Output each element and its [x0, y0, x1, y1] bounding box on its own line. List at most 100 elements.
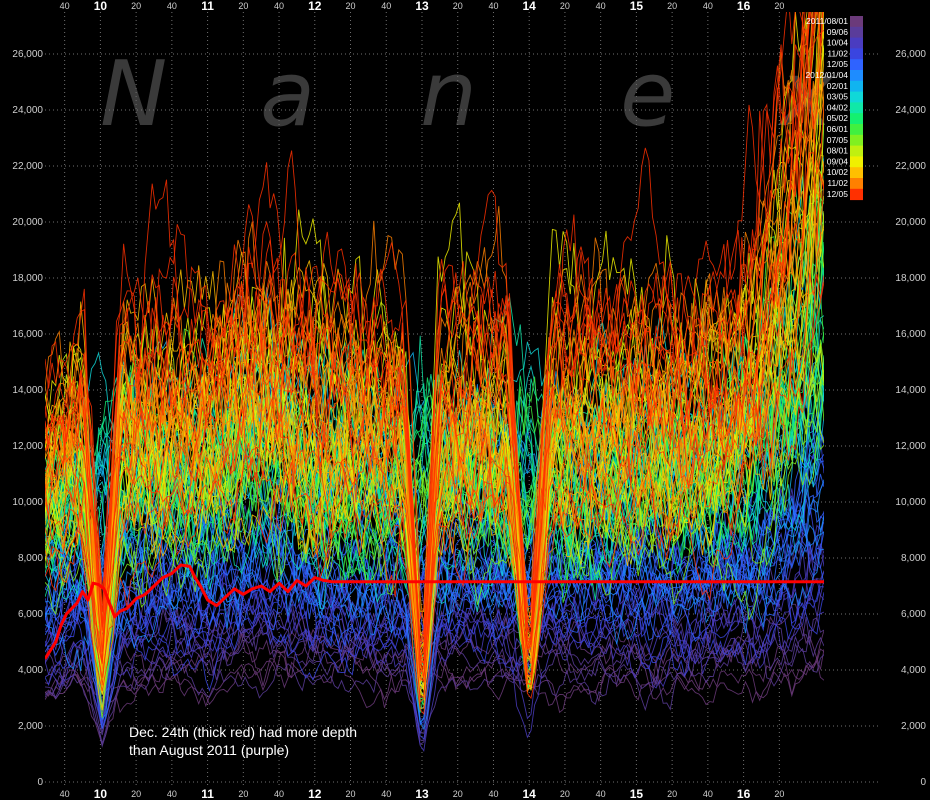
legend-label: 04/02: [827, 102, 849, 112]
x-hour-label-top: 15: [630, 0, 644, 13]
y-tick-label-left: 0: [37, 777, 43, 788]
x-hour-label-top: 16: [737, 0, 751, 13]
legend-label: 11/02: [827, 178, 848, 188]
x-tick-label-top: 20: [774, 1, 784, 11]
series-line: [45, 641, 824, 748]
highlight-layer: [45, 563, 824, 660]
legend-swatch: [850, 48, 863, 60]
series-line: [45, 12, 811, 642]
y-tick-label-right: 24,000: [895, 105, 926, 116]
x-hour-label-bottom: 16: [737, 787, 751, 800]
series-line: [45, 12, 810, 644]
series-line: [45, 630, 824, 747]
y-tick-label-right: 18,000: [895, 273, 926, 284]
series-line: [45, 204, 824, 698]
y-tick-label-left: 20,000: [12, 217, 43, 228]
x-hour-label-bottom: 11: [201, 787, 214, 800]
series-line: [45, 69, 824, 682]
legend-swatch: [850, 70, 863, 82]
y-tick-label-right: 0: [920, 777, 926, 788]
x-hour-label-bottom: 12: [308, 787, 322, 800]
y-tick-label-left: 4,000: [18, 665, 43, 676]
x-hour-label-top: 11: [201, 0, 214, 13]
x-tick-label-bottom: 40: [381, 789, 391, 799]
legend-swatch: [850, 80, 863, 93]
legend-swatch: [850, 145, 863, 157]
legend-swatch: [850, 167, 863, 179]
legend-label: 09/04: [827, 156, 849, 166]
y-tick-label-right: 16,000: [895, 329, 926, 340]
x-tick-label-top: 40: [703, 1, 713, 11]
y-tick-label-right: 26,000: [895, 49, 926, 60]
x-hour-label-bottom: 10: [94, 787, 108, 800]
x-tick-label-bottom: 20: [667, 789, 677, 799]
y-tick-label-left: 12,000: [12, 441, 43, 452]
series-line: [45, 178, 824, 704]
x-tick-label-top: 20: [453, 1, 463, 11]
y-tick-label-left: 2,000: [18, 721, 43, 732]
y-tick-label-right: 2,000: [901, 721, 926, 732]
y-tick-label-left: 16,000: [12, 329, 43, 340]
y-tick-label-right: 8,000: [901, 553, 926, 564]
y-tick-label-right: 6,000: [901, 609, 926, 620]
x-tick-label-bottom: 20: [238, 789, 248, 799]
legend-label: 12/05: [827, 59, 849, 69]
x-tick-label-top: 20: [131, 1, 141, 11]
x-tick-label-bottom: 40: [274, 789, 284, 799]
legend-label: 11/02: [827, 48, 848, 58]
legend-swatch: [850, 59, 863, 71]
x-tick-label-top: 20: [560, 1, 570, 11]
legend-swatch: [850, 113, 863, 125]
x-tick-label-top: 20: [346, 1, 356, 11]
series-line: [45, 29, 824, 663]
series-line: [45, 282, 824, 715]
y-tick-label-left: 26,000: [12, 49, 43, 60]
x-tick-label-bottom: 40: [60, 789, 70, 799]
x-tick-label-bottom: 20: [131, 789, 141, 799]
x-tick-label-top: 40: [488, 1, 498, 11]
x-tick-label-bottom: 40: [703, 789, 713, 799]
x-hour-label-bottom: 15: [630, 787, 644, 800]
x-hour-label-top: 10: [94, 0, 108, 13]
legend-label: 06/01: [827, 124, 849, 134]
series-line: [45, 12, 805, 660]
watermark-letter: a: [260, 42, 315, 147]
series-line: [45, 12, 821, 672]
y-tick-label-right: 12,000: [895, 441, 926, 452]
x-hour-label-top: 13: [415, 0, 429, 13]
legend-swatch: [850, 134, 863, 147]
highlight-series-line: [45, 563, 824, 660]
y-tick-label-left: 14,000: [12, 385, 43, 396]
watermark-letter: N: [100, 42, 167, 147]
x-tick-label-top: 40: [381, 1, 391, 11]
series-line: [45, 12, 818, 649]
watermark-letter: n: [420, 42, 477, 147]
legend-swatch: [850, 16, 863, 28]
x-hour-label-top: 14: [523, 0, 537, 13]
x-tick-label-top: 40: [274, 1, 284, 11]
legend-label: 10/04: [827, 38, 849, 48]
series-line: [45, 98, 824, 698]
x-tick-label-bottom: 20: [346, 789, 356, 799]
legend-label: 05/02: [827, 113, 849, 123]
x-tick-label-top: 40: [596, 1, 606, 11]
series-line: [45, 12, 824, 665]
x-tick-label-top: 40: [60, 1, 70, 11]
legend-swatch: [850, 124, 863, 136]
legend-swatch: [850, 178, 863, 190]
y-tick-label-right: 20,000: [895, 217, 926, 228]
x-tick-label-bottom: 20: [560, 789, 570, 799]
annotation: Dec. 24th (thick red) had more depth tha…: [129, 723, 357, 759]
watermark-letter: e: [620, 42, 675, 147]
series-line: [45, 96, 824, 686]
series-line: [45, 273, 824, 686]
legend-label: 03/05: [827, 92, 849, 102]
x-tick-label-bottom: 40: [488, 789, 498, 799]
legend-label: 12/05: [827, 189, 849, 199]
legend-swatch: [850, 102, 863, 114]
x-hour-label-bottom: 14: [523, 787, 537, 800]
x-tick-label-top: 20: [238, 1, 248, 11]
x-hour-label-bottom: 13: [415, 787, 429, 800]
series-line: [45, 12, 824, 654]
